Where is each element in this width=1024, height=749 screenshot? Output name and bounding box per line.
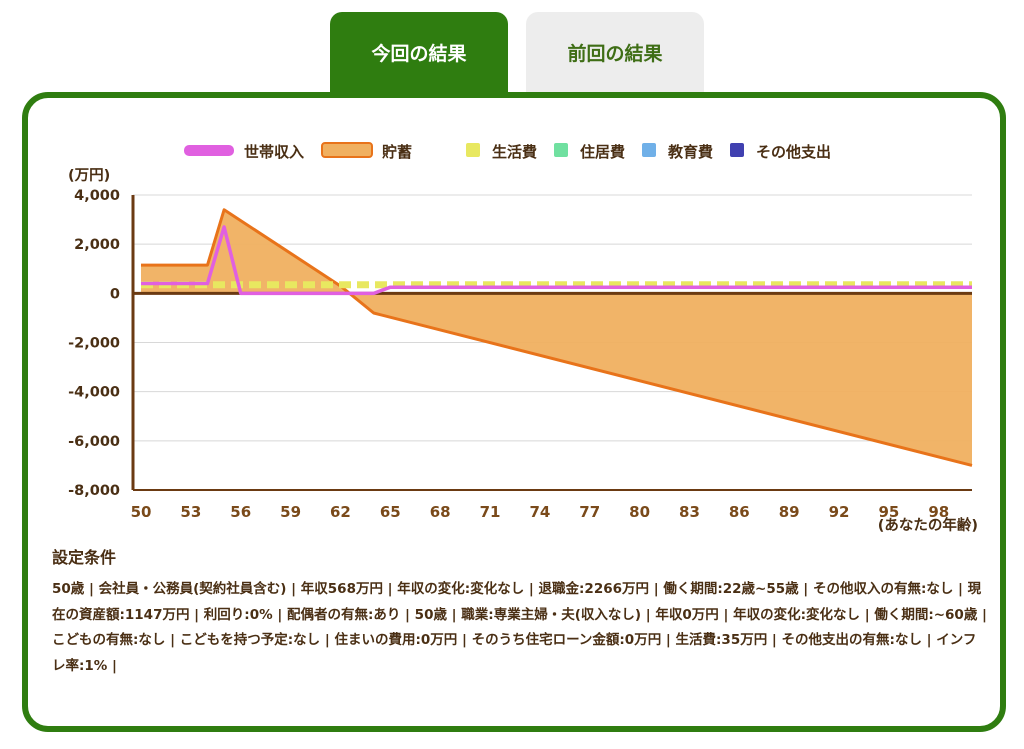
x-axis-label: (あなたの年齢) [878,516,978,534]
x-tick-label: 89 [779,503,800,521]
x-tick-label: 86 [729,503,750,521]
y-tick-label: -2,000 [68,336,120,352]
x-tick-label: 74 [529,503,550,521]
x-tick-label: 71 [480,503,501,521]
chart-series [133,208,973,467]
savings-area [141,209,972,466]
x-tick-label: 68 [430,503,451,521]
legend-other-swatch [730,143,744,157]
y-tick-label: 2,000 [74,237,120,253]
savings-chart: 世帯収入 貯蓄 生活費 住居費 教育費 その他支出 (万円) 4,000 2,00… [68,142,978,534]
legend-housing-label: 住居費 [580,143,625,161]
savings-line [141,208,973,467]
tab-previous-result[interactable]: 前回の結果 [526,12,704,92]
x-tick-label: 95 [878,503,899,521]
x-tick-label: 92 [829,503,850,521]
x-tick-label: 98 [928,503,949,521]
x-tick-label: 77 [579,503,600,521]
y-tick-label: -4,000 [68,385,120,401]
x-tick-label: 53 [180,503,201,521]
x-tick-label: 83 [679,503,700,521]
legend-education-swatch [642,143,656,157]
x-tick-label: 80 [629,503,650,521]
legend-living-label: 生活費 [492,143,537,161]
x-tick-label: 50 [131,503,152,521]
x-tick-label: 59 [280,503,301,521]
tab-current-result[interactable]: 今回の結果 [330,12,508,92]
y-tick-label: -8,000 [68,483,120,499]
legend-education-label: 教育費 [667,143,713,161]
legend-living-swatch [466,143,480,157]
legend-other-label: その他支出 [756,143,831,161]
y-tick-label: 4,000 [74,188,120,204]
conditions-text: 50歳 | 会社員・公務員(契約社員含む) | 年収568万円 | 年収の変化:… [52,581,987,674]
x-tick-label: 62 [330,503,351,521]
legend-housing-swatch [554,143,568,157]
legend-savings-label: 貯蓄 [382,143,412,161]
x-tick-label: 65 [380,503,401,521]
income-line [141,225,972,296]
y-tick-labels: 4,000 2,000 0 -2,000 -4,000 -6,000 -8,000 [68,188,120,499]
legend-savings-swatch [321,142,373,158]
conditions-title: 設定条件 [52,548,117,567]
y-tick-label: -6,000 [68,434,120,450]
chart-legend: 世帯収入 貯蓄 生活費 住居費 教育費 その他支出 [184,142,831,161]
x-tick-labels: 50 53 56 59 62 65 68 71 74 77 80 83 86 89 92 95 98 [131,503,950,521]
y-tick-label: 0 [110,286,120,302]
legend-income-label: 世帯収入 [244,143,304,161]
y-axis-unit: (万円) [68,167,110,184]
x-tick-label: 56 [230,503,251,521]
legend-income-swatch [184,145,234,156]
